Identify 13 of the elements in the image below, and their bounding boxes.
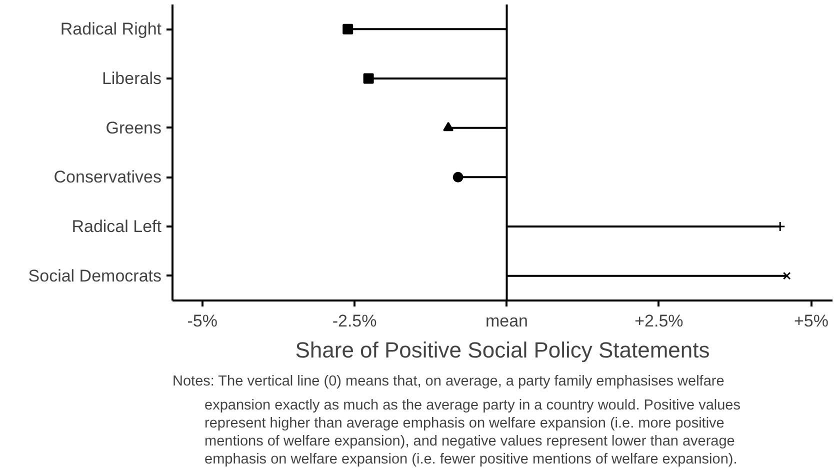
y-tick-label: Liberals xyxy=(102,69,162,88)
text: Notes: The vertical line (0) means that, on average, a party family emphasises welfare expansion exactly as much as the average party in a country would. Positive values represent higher than average emphasis on welfare expansion (i.e. more positive mentions of welfare expansion), and negative values represent lower than average emphasis on welfare expansion (i.e. fewer positive mentions of welfare expansion). xyxy=(172,374,740,468)
x-tick-label: -2.5% xyxy=(332,312,377,330)
x-tick-label: -5% xyxy=(187,312,218,330)
y-tick-label: Radical Right xyxy=(60,20,162,39)
x-tick-label: +5% xyxy=(794,312,828,330)
x-axis-title: Share of Positive Social Policy Statements xyxy=(295,338,710,362)
x-tick-label: +2.5% xyxy=(634,312,684,330)
y-tick-label: Conservatives xyxy=(54,168,162,187)
y-tick-label: Radical Left xyxy=(72,217,162,236)
y-tick-label: Greens xyxy=(106,118,162,138)
x-tick-label: mean xyxy=(486,312,528,330)
y-tick-label: Social Democrats xyxy=(28,266,162,286)
